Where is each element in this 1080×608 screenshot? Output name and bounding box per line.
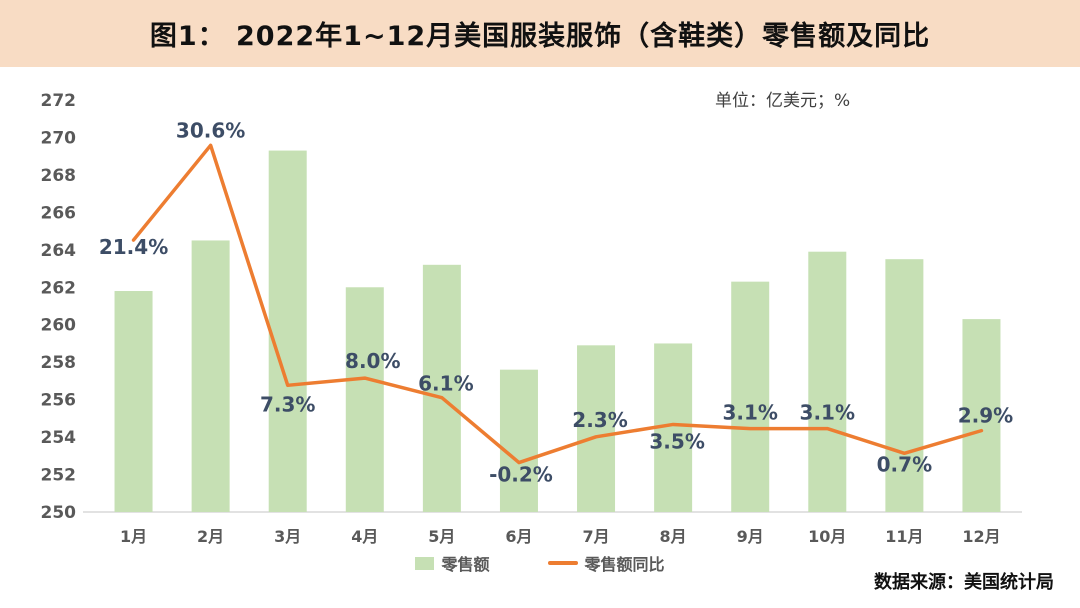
legend-label: 零售额同比	[584, 555, 665, 574]
x-axis-label: 2月	[197, 527, 224, 546]
x-axis-label: 11月	[885, 527, 923, 546]
unit-label: 单位：亿美元；%	[715, 91, 851, 111]
bar-1月	[114, 291, 153, 512]
y-axis-tick-label: 272	[41, 91, 77, 111]
data-label-5月: 6.1%	[418, 372, 473, 396]
data-label-7月: 2.3%	[572, 408, 627, 432]
x-axis-label: 4月	[351, 527, 378, 546]
bar-11月	[885, 259, 924, 512]
x-axis-label: 6月	[505, 527, 532, 546]
source-note: 数据来源：美国统计局	[874, 572, 1054, 593]
x-axis-label: 8月	[660, 527, 687, 546]
bar-2月	[191, 240, 230, 513]
y-axis-tick-label: 250	[41, 503, 77, 523]
legend-item-retail-sales: 零售额	[415, 551, 490, 575]
y-axis-tick-label: 260	[41, 316, 77, 336]
bar-9月	[731, 281, 770, 512]
data-label-1月: 21.4%	[99, 235, 168, 259]
data-label-6月: -0.2%	[489, 463, 553, 487]
x-axis-label: 5月	[428, 527, 455, 546]
data-label-9月: 3.1%	[722, 401, 777, 425]
bar-7月	[577, 345, 616, 512]
legend-item-yoy: 零售额同比	[547, 551, 665, 575]
x-axis-label: 12月	[962, 527, 1000, 546]
data-label-10月: 3.1%	[800, 401, 855, 425]
x-axis-label: 3月	[274, 527, 301, 546]
bar-5月	[422, 264, 461, 512]
y-axis-tick-label: 264	[41, 241, 77, 261]
chart-title: 图1： 2022年1~12月美国服装服饰（含鞋类）零售额及同比	[149, 21, 931, 52]
bar-10月	[808, 251, 847, 512]
y-axis-tick-label: 256	[41, 391, 77, 411]
data-label-11月: 0.7%	[877, 452, 932, 476]
line-series-swatch-icon	[547, 561, 578, 565]
bar-3月	[268, 150, 307, 512]
x-axis-label: 10月	[808, 527, 846, 546]
y-axis-tick-label: 254	[41, 428, 77, 448]
bar-12月	[962, 319, 1001, 512]
data-label-2月: 30.6%	[176, 118, 245, 142]
x-axis-label: 9月	[737, 527, 764, 546]
x-axis-label: 1月	[120, 527, 147, 546]
x-axis-label: 7月	[582, 527, 609, 546]
bar-6月	[499, 369, 538, 512]
y-axis-tick-label: 252	[41, 466, 77, 486]
bar-4月	[345, 287, 384, 512]
y-axis-tick-label: 258	[41, 353, 77, 373]
y-axis-tick-label: 268	[41, 166, 77, 186]
data-label-8月: 3.5%	[649, 429, 704, 453]
data-label-12月: 2.9%	[958, 404, 1013, 428]
y-axis-tick-label: 270	[41, 128, 77, 148]
y-axis-tick-label: 262	[41, 278, 77, 298]
legend-label: 零售额	[441, 555, 490, 574]
chart-legend: 零售额 零售额同比	[0, 550, 1080, 576]
yoy-line	[131, 143, 984, 465]
bar-series-swatch-icon	[415, 556, 435, 570]
y-axis-tick-label: 266	[41, 203, 77, 223]
data-label-3月: 7.3%	[260, 392, 315, 416]
chart-header: 图1： 2022年1~12月美国服装服饰（含鞋类）零售额及同比	[0, 0, 1080, 67]
data-label-4月: 8.0%	[345, 349, 400, 373]
